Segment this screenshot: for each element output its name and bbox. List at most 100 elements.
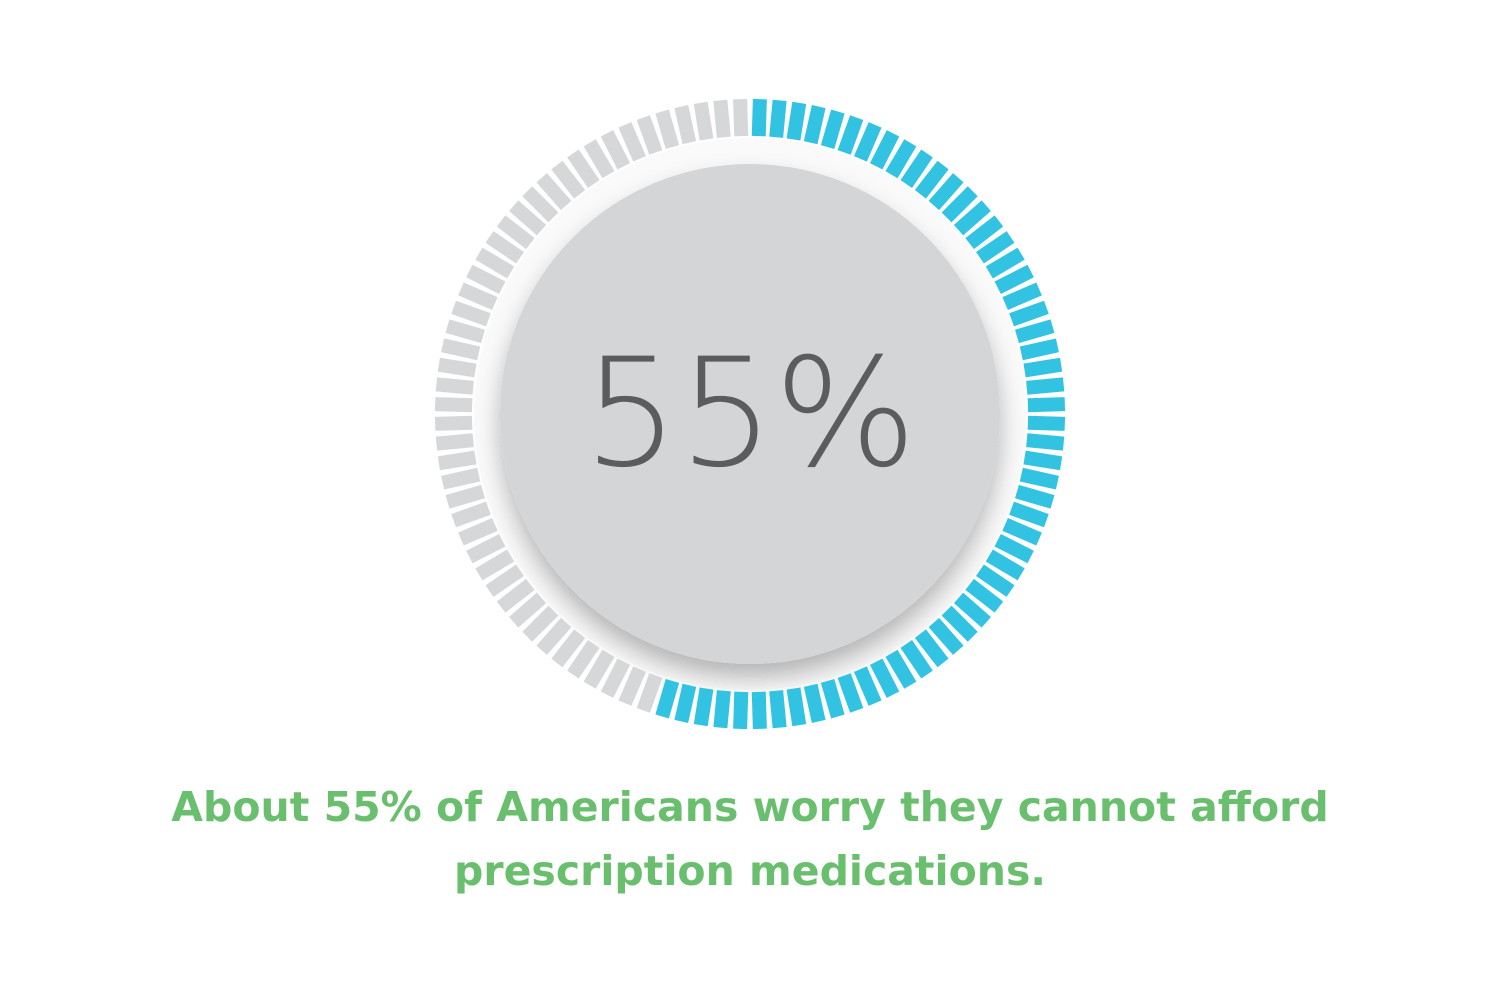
gauge-segment [509, 592, 547, 628]
gauge-segment [636, 673, 663, 713]
gauge-segment [522, 186, 559, 223]
gauge-segment [786, 101, 807, 141]
gauge-segment [1002, 517, 1042, 546]
gauge-segment [567, 149, 600, 189]
gauge-segment [451, 300, 491, 327]
gauge-segment [733, 691, 749, 730]
gauge-segment [536, 617, 572, 655]
gauge-segment [885, 139, 917, 179]
gauge-segment [885, 649, 917, 689]
gauge-segment [803, 683, 826, 723]
gauge-segment [914, 160, 949, 199]
gauge-segment [485, 231, 525, 264]
gauge-segment [567, 639, 600, 679]
gauge-segment [485, 564, 525, 597]
gauge-ring [434, 98, 1066, 730]
gauge-segment [475, 247, 515, 279]
gauge-segment [994, 264, 1034, 295]
gauge-segment [522, 605, 559, 642]
gauge-segment [551, 629, 586, 668]
gauge-segment [583, 649, 615, 689]
gauge-segment [837, 673, 864, 713]
gauge-segment [1027, 397, 1066, 413]
gauge-segment [458, 282, 498, 311]
gauge-segment [900, 149, 933, 189]
gauge-segment [496, 215, 535, 250]
gauge-segment [496, 578, 535, 613]
gauge-segment [975, 564, 1015, 597]
gauge-segment [928, 617, 964, 655]
gauge-segment [953, 592, 991, 628]
gauge-segment [1015, 484, 1055, 509]
gauge-segment [985, 247, 1025, 279]
gauge-segment [975, 231, 1015, 264]
gauge-segment [441, 338, 481, 361]
gauge-fill [655, 98, 1066, 730]
gauge-segment [655, 109, 680, 149]
gauge-segment [1019, 338, 1059, 361]
gauge-segment [1023, 450, 1063, 471]
gauge-segment [769, 690, 787, 729]
inner-disc [500, 164, 1000, 664]
gauge-segment [437, 357, 477, 378]
gauge-segment [536, 173, 572, 211]
gauge-segment [965, 578, 1004, 613]
gauge-segment [928, 173, 964, 211]
gauge-segment [786, 687, 807, 727]
gauge-segment [1023, 357, 1063, 378]
gauge-segment [693, 101, 714, 141]
gauge-segment [655, 679, 680, 719]
gauge-segment [869, 658, 900, 698]
gauge-segment [551, 160, 586, 199]
gauge-segment [751, 691, 767, 730]
gauge-segment [1026, 377, 1065, 395]
gauge-segment [435, 433, 474, 451]
gauge-segment [674, 105, 697, 145]
gauge-segment [1027, 415, 1066, 431]
gauge-segment [769, 99, 787, 138]
gauge-segment [713, 99, 731, 138]
gauge-segment [803, 105, 826, 145]
gauge-segment [853, 122, 882, 162]
gauge-segment [941, 186, 978, 223]
gauge-segment [674, 683, 697, 723]
chart: 55% [434, 98, 1066, 730]
gauge-segment [1009, 300, 1049, 327]
value-label: 55% [583, 327, 916, 501]
gauge-segment [820, 109, 845, 149]
gauge-track [434, 98, 749, 713]
gauge-segment [853, 666, 882, 706]
gauge-segment [1019, 467, 1059, 490]
gauge-segment [713, 690, 731, 729]
gauge-segment [985, 549, 1025, 581]
gauge-segment [445, 484, 485, 509]
gauge-segment [437, 450, 477, 471]
gauge-segment [837, 115, 864, 155]
gauge-segment [1015, 319, 1055, 344]
gauge-segment [434, 397, 473, 413]
gauge-segment [1026, 433, 1065, 451]
gauge-segment [434, 415, 473, 431]
gauge-segment [820, 679, 845, 719]
gauge-segment [751, 98, 767, 137]
gauge-segment [583, 139, 615, 179]
gauge-segment [509, 200, 547, 236]
gauge-segment [458, 517, 498, 546]
gauge-segment [693, 687, 714, 727]
gauge-segment [618, 666, 647, 706]
gauge-segment [1002, 282, 1042, 311]
gauge-segment [435, 377, 474, 395]
gauge-segment [994, 533, 1034, 564]
gauge-segment [953, 200, 991, 236]
gauge-segment [600, 658, 631, 698]
gauge-segment [445, 319, 485, 344]
gauge-segment [914, 629, 949, 668]
caption: About 55% of Americans worry they cannot… [171, 783, 1329, 895]
gauge-segment [900, 639, 933, 679]
gauge-segment [466, 264, 506, 295]
gauge-segment [466, 533, 506, 564]
gauge-segment [965, 215, 1004, 250]
gauge-segment [451, 501, 491, 528]
gauge-segment [441, 467, 481, 490]
